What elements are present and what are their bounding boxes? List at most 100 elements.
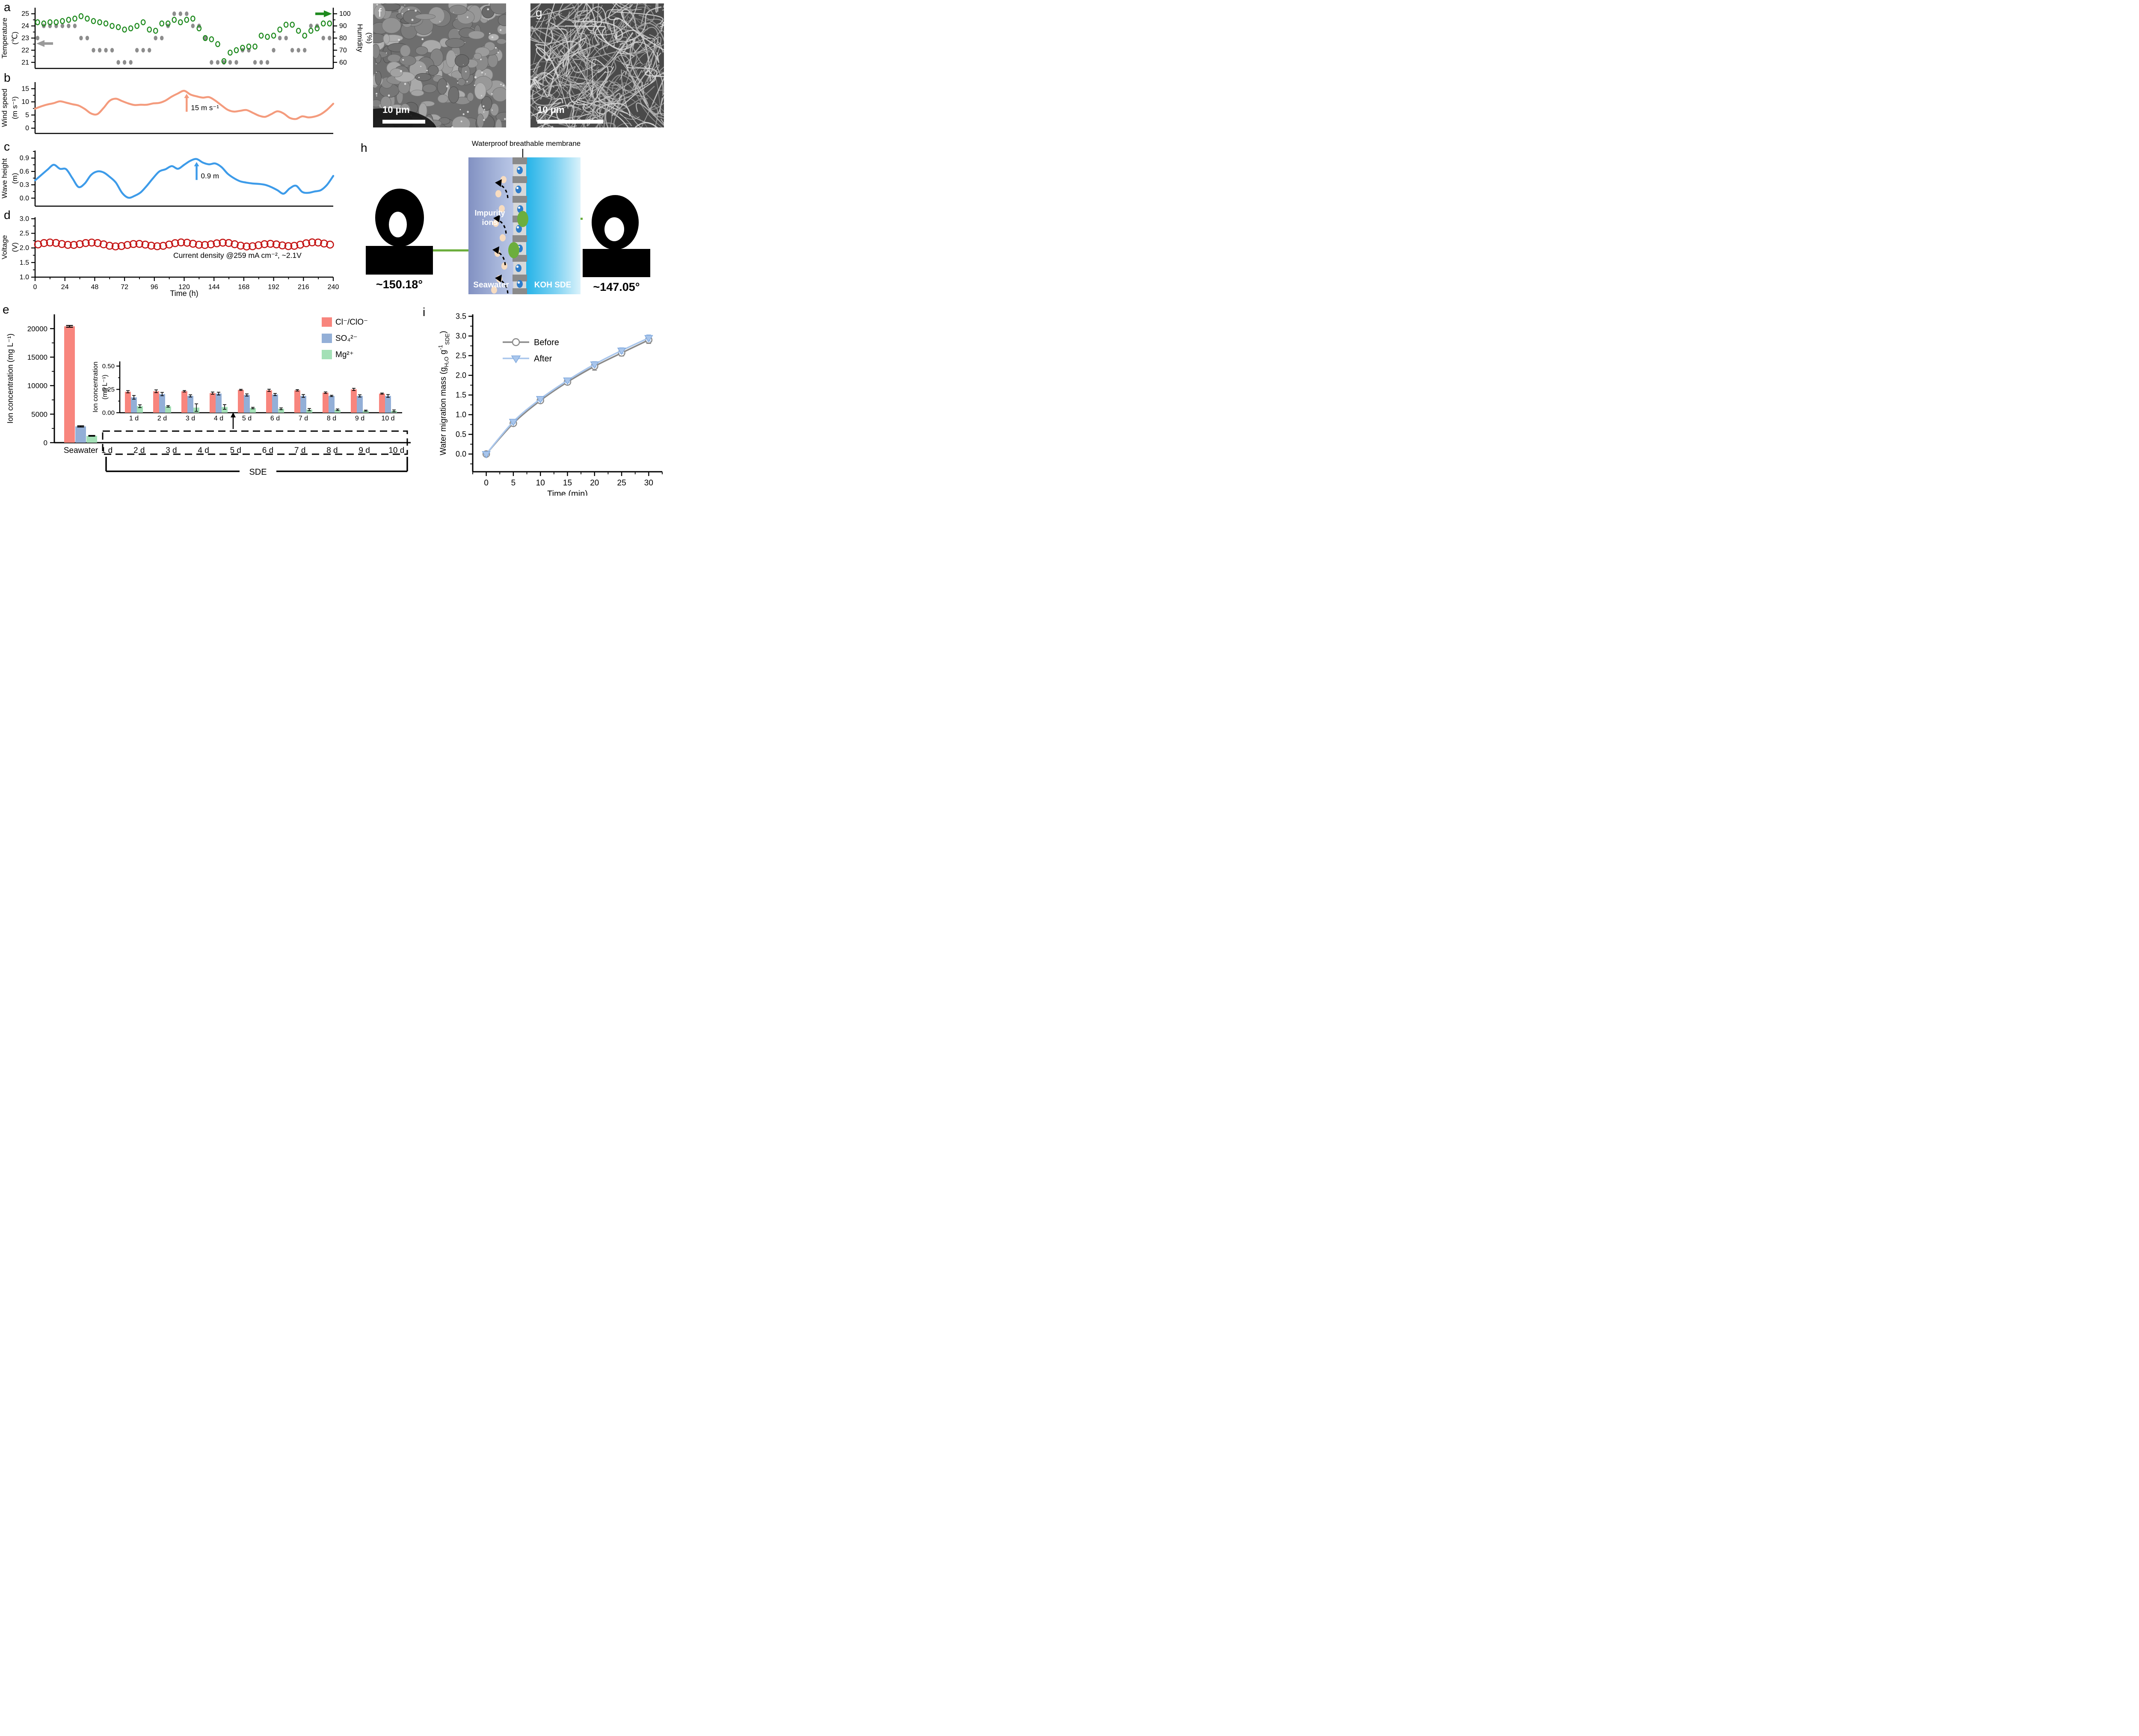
svg-text:0.0: 0.0 (20, 195, 29, 202)
svg-text:1.5: 1.5 (456, 391, 466, 399)
panel-e-chart: 0 5000 10000 15000 20000 Ion concentration (m… (6, 314, 411, 477)
svg-text:Time (h): Time (h) (170, 289, 198, 298)
svg-text:6 d: 6 d (270, 415, 280, 422)
panel-label-h: h (361, 141, 367, 154)
svg-text:72: 72 (121, 284, 128, 291)
svg-text:15: 15 (563, 479, 572, 488)
svg-text:216: 216 (298, 284, 309, 291)
svg-text:Ion concentration: Ion concentration (92, 362, 99, 413)
svg-text:90: 90 (339, 23, 347, 30)
svg-text:Voltage: Voltage (0, 235, 9, 260)
svg-text:1 d: 1 d (129, 415, 139, 422)
inset-pointer-arrow (231, 412, 236, 417)
svg-text:3 d: 3 d (166, 446, 177, 455)
membrane-graphic (491, 157, 528, 294)
svg-text:15: 15 (21, 85, 29, 92)
schematic: Impurity ions Seawater KOH SDE (468, 157, 581, 294)
svg-text:24: 24 (61, 284, 69, 291)
scale-bar-label-g: 10 μm (537, 104, 565, 115)
panel-i-chart: 0.0 0.5 1.0 1.5 2.0 2.5 3.0 3.5 0 5 10 15 20 25 30 Time… (437, 312, 663, 496)
svg-text:0: 0 (25, 125, 29, 132)
koh-sde-label: KOH SDE (534, 281, 572, 290)
svg-text:8 d: 8 d (327, 415, 336, 422)
svg-text:SDE: SDE (249, 467, 267, 477)
svg-text:9 d: 9 d (355, 415, 364, 422)
svg-text:1.0: 1.0 (20, 274, 29, 281)
svg-text:0.5: 0.5 (456, 430, 466, 439)
panel-label-a: a (4, 0, 11, 14)
svg-text:7 d: 7 d (294, 446, 305, 455)
svg-text:23: 23 (21, 35, 29, 42)
svg-text:(℃): (℃) (11, 32, 19, 44)
svg-text:1.0: 1.0 (456, 411, 466, 419)
humidity-axis-arrow (315, 10, 332, 18)
panel-label-c: c (4, 140, 10, 153)
seawater-label: Seawater (473, 281, 509, 290)
svg-text:15 m s⁻¹: 15 m s⁻¹ (191, 104, 219, 112)
droplet-highlight-right (604, 217, 624, 241)
svg-text:Wind speed: Wind speed (0, 89, 9, 127)
temperature-series (36, 11, 332, 65)
koh-region (526, 157, 581, 294)
svg-text:9 d: 9 d (358, 446, 370, 455)
svg-text:5 d: 5 d (230, 446, 241, 455)
svg-text:Before: Before (534, 338, 559, 347)
svg-text:0.6: 0.6 (20, 168, 29, 175)
panel-i-legend: Before After (503, 338, 559, 364)
sem-image-f: f 10 μm (373, 3, 506, 127)
panel-a-chart: 21 22 23 24 25 60 70 80 90 100 Temperature (℃) Humid… (0, 8, 373, 69)
svg-text:Water migration mass (gH₂O g-: Water migration mass (gH₂O g-1SDE) (437, 331, 450, 455)
svg-text:10: 10 (21, 98, 29, 106)
svg-text:96: 96 (151, 284, 158, 291)
svg-text:0: 0 (484, 479, 489, 488)
seawater-bar-1 (75, 426, 86, 443)
after-series (482, 334, 653, 459)
svg-text:4 d: 4 d (198, 446, 209, 455)
impurity-label-line1: Impurity (474, 209, 505, 217)
scale-bar-g (537, 120, 603, 124)
svg-text:15000: 15000 (27, 353, 47, 361)
svg-text:5 d: 5 d (242, 415, 252, 422)
substrate-left (366, 246, 433, 275)
svg-text:1.5: 1.5 (20, 259, 29, 266)
svg-text:0.3: 0.3 (20, 181, 29, 189)
substrate-right (583, 249, 650, 277)
c-line (34, 158, 335, 199)
svg-text:120: 120 (178, 284, 190, 291)
panel-label-g: g (536, 6, 542, 19)
svg-text:48: 48 (91, 284, 99, 291)
svg-text:2.5: 2.5 (20, 230, 29, 237)
svg-text:4 d: 4 d (214, 415, 223, 422)
svg-text:2 d: 2 d (133, 446, 145, 455)
legend-swatch-2 (322, 350, 332, 359)
svg-text:3.5: 3.5 (456, 312, 466, 321)
svg-text:5: 5 (511, 479, 516, 488)
panel-c-chart: 0.0 0.3 0.6 0.9 Wave height (m) 0.9 m (0, 151, 335, 207)
svg-text:5000: 5000 (31, 410, 47, 418)
svg-text:10 d: 10 d (381, 415, 394, 422)
seawater-bar-0 (64, 326, 75, 443)
svg-text:30: 30 (644, 479, 653, 488)
legend-swatch-1 (322, 334, 332, 343)
svg-text:(%): (%) (365, 33, 373, 44)
contact-angle-value-right: ~147.05° (593, 281, 640, 293)
svg-text:(mg L⁻¹): (mg L⁻¹) (101, 375, 109, 399)
magnified-region-box (102, 430, 408, 455)
scale-bar-f (382, 120, 425, 124)
scale-bar-label-f: 10 μm (382, 104, 410, 115)
svg-text:80: 80 (339, 35, 347, 42)
svg-text:6 d: 6 d (262, 446, 273, 455)
svg-text:10: 10 (536, 479, 545, 488)
seawater-bar-2 (86, 436, 97, 443)
panel-label-d: d (4, 208, 11, 222)
svg-text:0.50: 0.50 (102, 363, 115, 370)
svg-text:SO₄²⁻: SO₄²⁻ (335, 334, 358, 343)
svg-text:Mg²⁺: Mg²⁺ (335, 350, 354, 359)
membrane-marker-lower (508, 242, 519, 258)
panel-label-f: f (378, 6, 382, 19)
svg-text:(V): (V) (11, 243, 19, 252)
svg-text:(m s⁻¹): (m s⁻¹) (11, 96, 19, 119)
contact-angle-photo-left (366, 182, 433, 275)
svg-text:22: 22 (21, 47, 29, 54)
svg-text:2.0: 2.0 (456, 371, 466, 380)
